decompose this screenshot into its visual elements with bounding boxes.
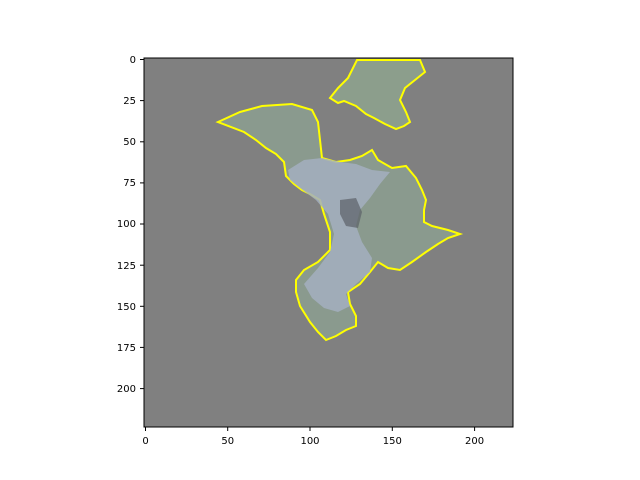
upper-wing-fragment bbox=[328, 59, 427, 131]
y-axis: 0 25 50 75 100 125 150 175 200 bbox=[117, 55, 144, 395]
x-tick-label: 50 bbox=[221, 436, 234, 447]
y-tick-label: 175 bbox=[117, 343, 136, 354]
y-tick-label: 0 bbox=[130, 55, 136, 66]
y-tick-label: 125 bbox=[117, 261, 136, 272]
subject-body bbox=[288, 158, 390, 312]
axes-frame bbox=[143, 57, 514, 428]
x-axis: 0 50 100 150 200 bbox=[142, 427, 484, 447]
image-background bbox=[144, 58, 513, 427]
subject-neck-shadow bbox=[340, 198, 362, 228]
y-tick-label: 100 bbox=[117, 219, 136, 230]
x-tick-label: 100 bbox=[300, 436, 319, 447]
x-tick-label: 0 bbox=[142, 436, 148, 447]
y-tick-label: 25 bbox=[123, 96, 136, 107]
x-tick-label: 200 bbox=[465, 436, 484, 447]
y-tick-label: 75 bbox=[123, 178, 136, 189]
y-tick-label: 200 bbox=[117, 384, 136, 395]
y-tick-label: 50 bbox=[123, 137, 136, 148]
x-tick-label: 150 bbox=[383, 436, 402, 447]
y-tick-label: 150 bbox=[117, 302, 136, 313]
